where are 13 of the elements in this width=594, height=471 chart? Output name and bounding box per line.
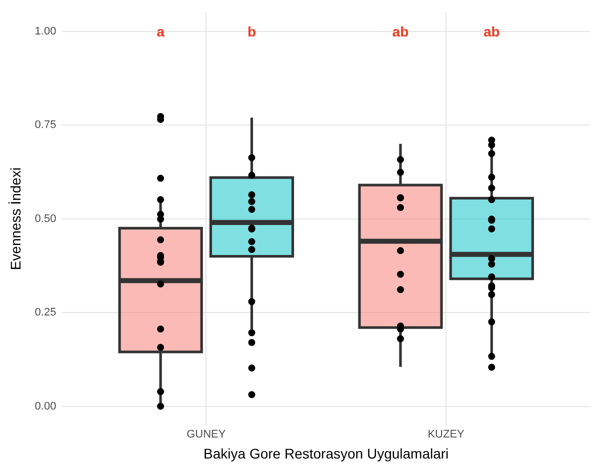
annotation: ab (392, 23, 409, 40)
y-tick-label: 1.00 (34, 25, 56, 38)
x-tick-label: KUZEY (428, 428, 466, 441)
annotation: b (247, 23, 256, 40)
annotation: ab (483, 23, 500, 40)
y-tick-label: 0.50 (34, 212, 56, 225)
x-axis-title: Bakiya Gore Restorasyon Uygulamalari (204, 445, 449, 462)
y-axis-title: Evenness İndexi (7, 167, 24, 270)
annotation: a (156, 23, 165, 40)
y-tick-label: 0.00 (34, 400, 56, 412)
y-tick-label: 0.25 (34, 306, 56, 319)
y-tick-label: 0.75 (34, 119, 56, 132)
x-tick-label: GUNEY (186, 428, 226, 441)
